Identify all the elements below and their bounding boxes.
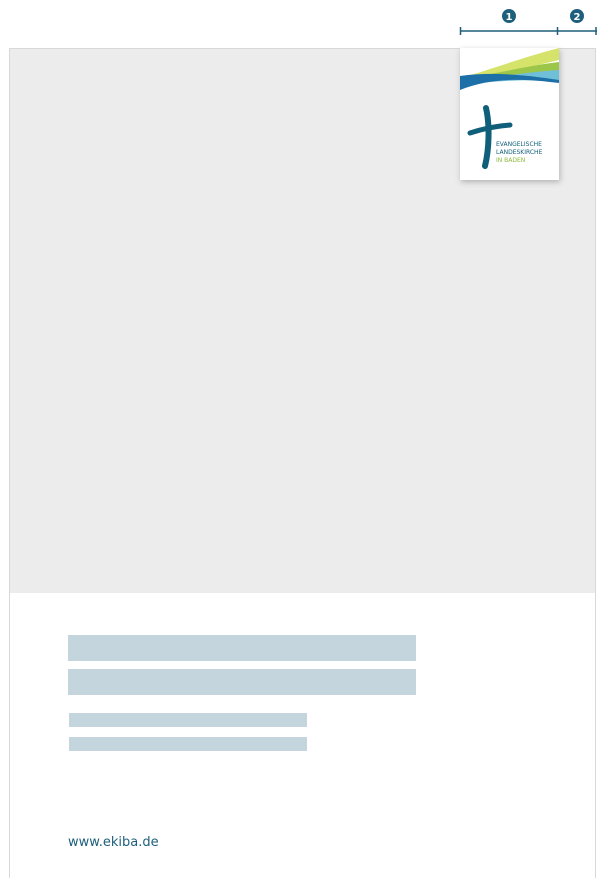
marker-circle: [570, 9, 584, 23]
logo-text: EVANGELISCHE: [496, 141, 542, 148]
logo-text: LANDESKIRCHE: [496, 149, 543, 156]
headline-bar: [68, 635, 416, 661]
headline-bar: [68, 669, 416, 695]
subline-bar: [69, 713, 307, 727]
cross: [482, 105, 492, 169]
marker-label: 2: [574, 12, 581, 23]
marker-label: 1: [506, 12, 513, 23]
footer-url: www.ekiba.de: [68, 835, 159, 850]
subline-bar: [69, 737, 307, 751]
dimension-lines: [459, 27, 597, 35]
marker-circle: [502, 9, 516, 23]
logo: EVANGELISCHE LANDESKIRCHE IN BADEN: [460, 48, 559, 180]
swoosh: [460, 73, 559, 90]
logo-text: IN BADEN: [496, 157, 525, 164]
cross: [467, 122, 513, 136]
swoosh: [460, 48, 559, 82]
